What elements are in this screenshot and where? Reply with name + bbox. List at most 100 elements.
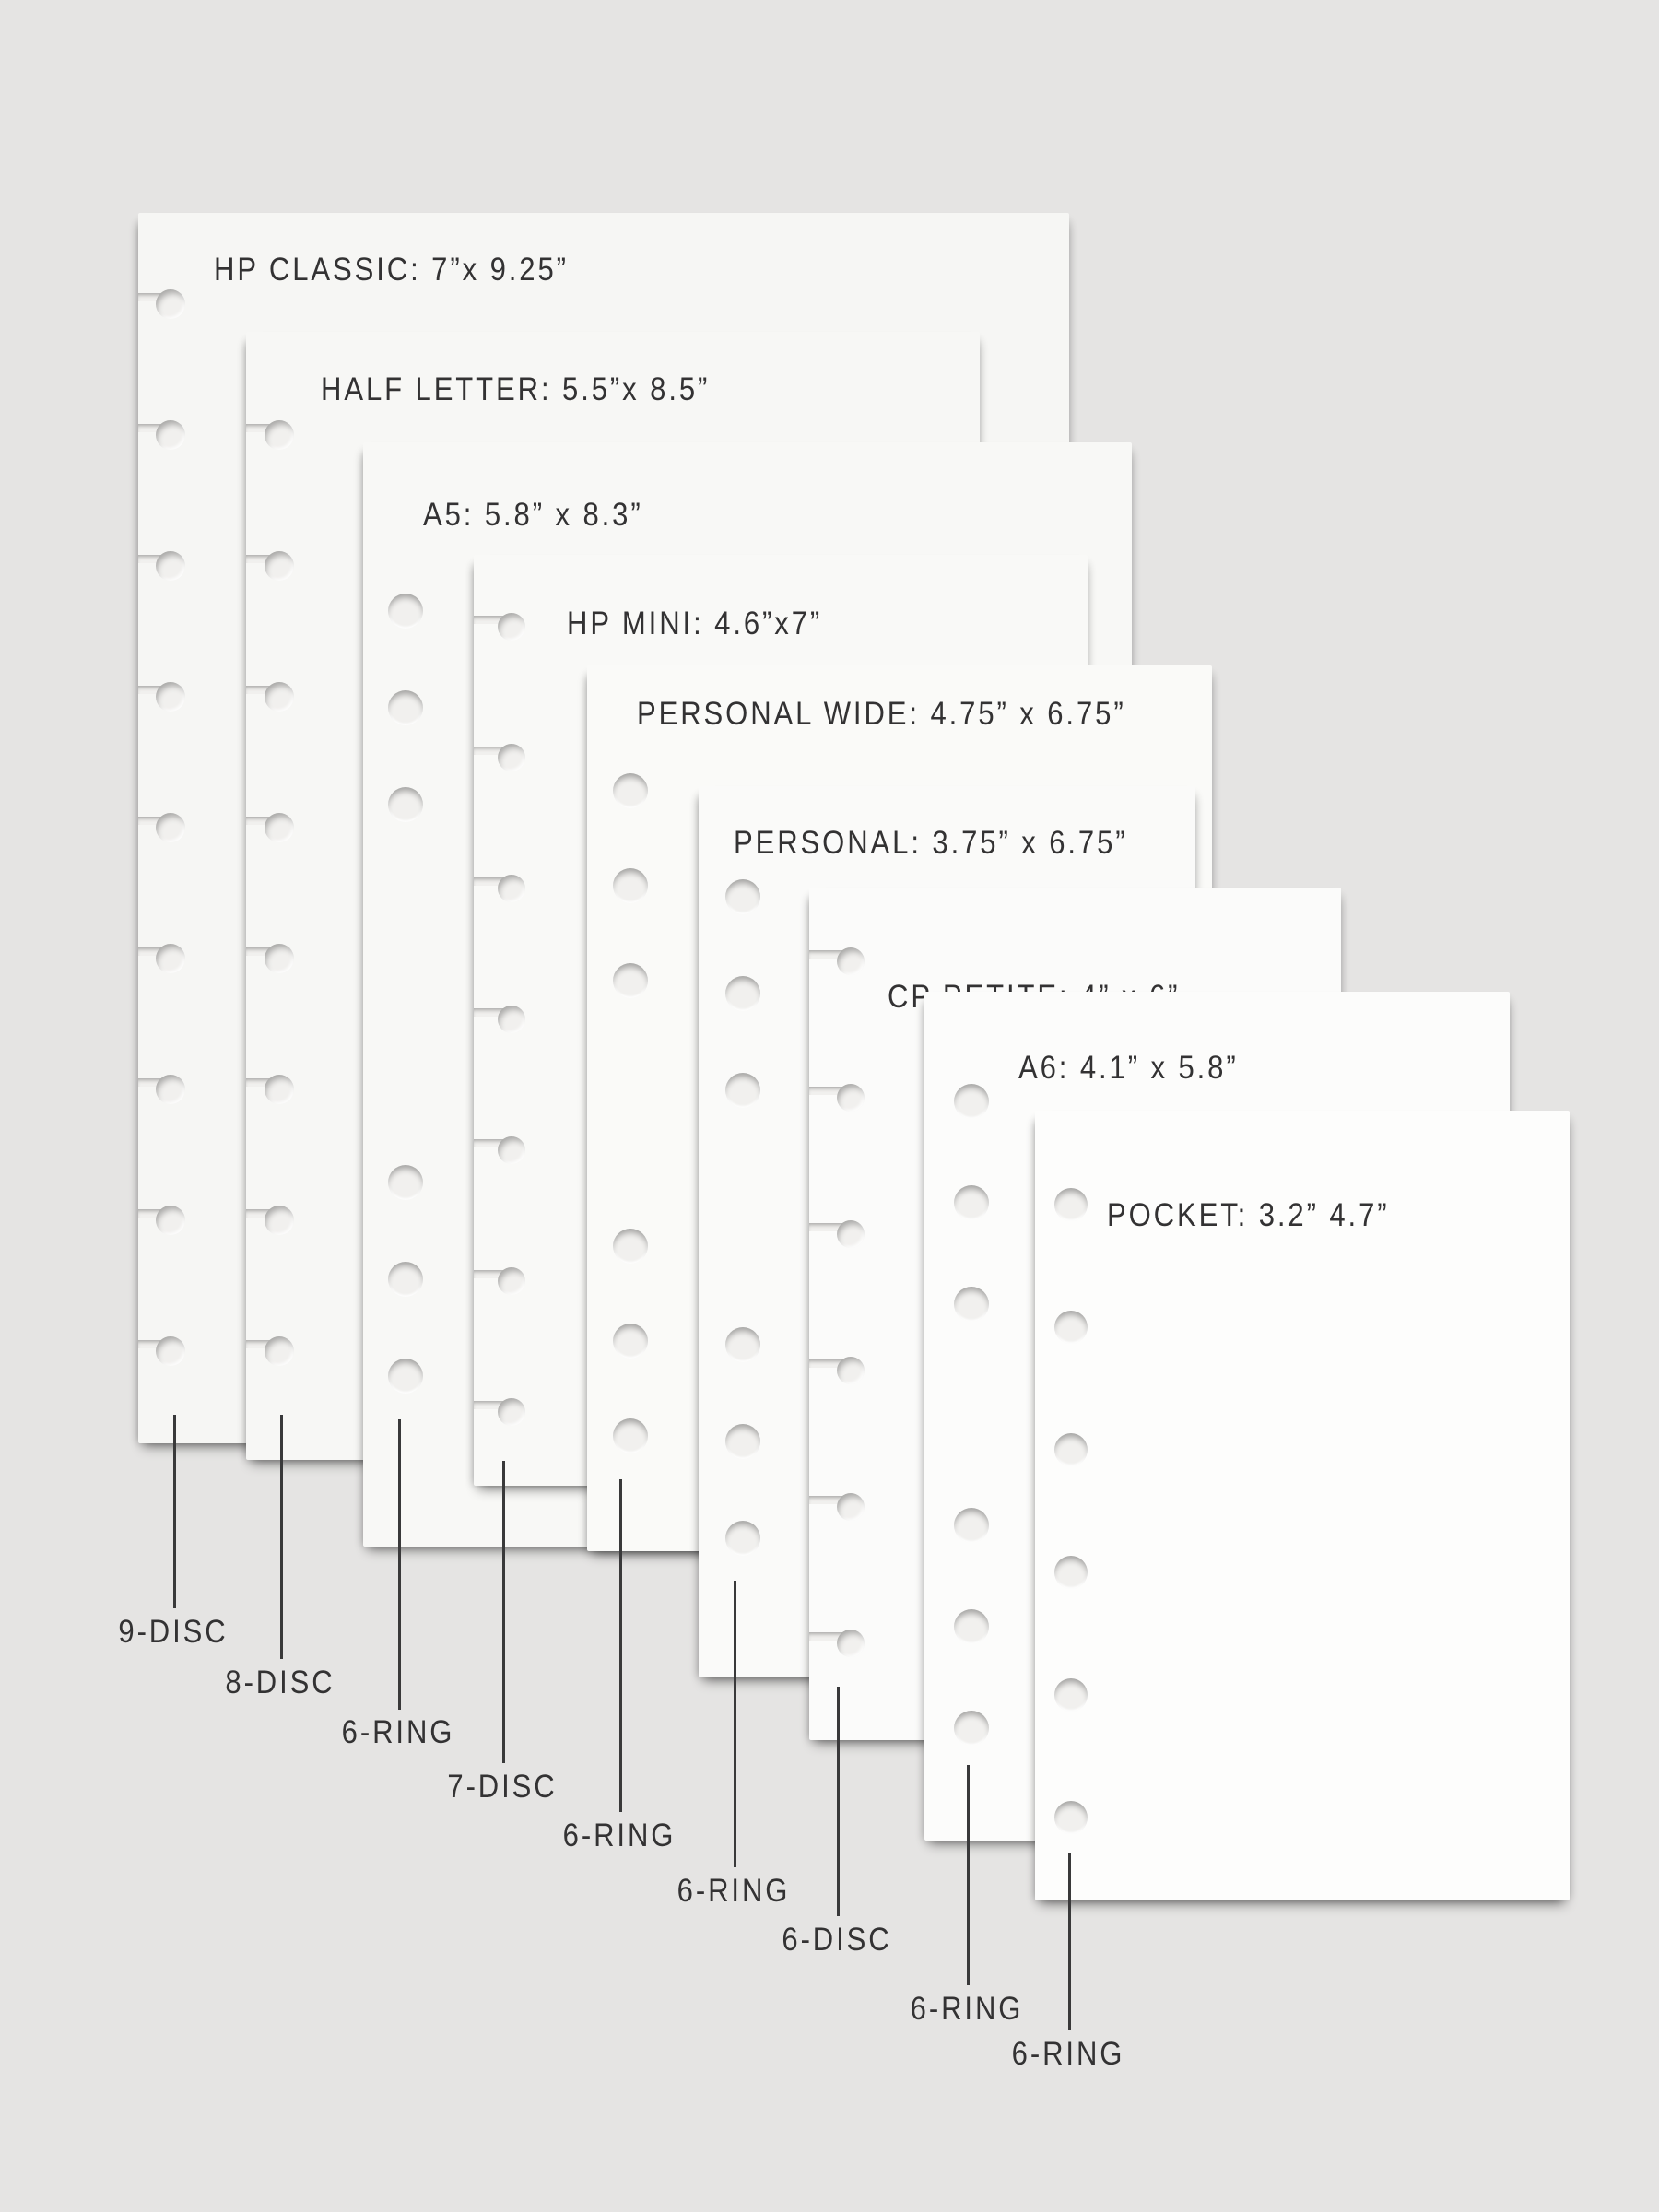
disc-punch-hole [809,1628,865,1659]
ring-hole [1054,1801,1088,1834]
disc-slot [246,555,274,563]
disc-circle [156,551,185,581]
disc-circle [156,813,185,842]
disc-slot [246,1209,274,1218]
disc-punch-hole [809,1355,865,1386]
disc-circle [156,420,185,450]
disc-punch-hole [138,681,185,712]
disc-punch-hole [474,1396,525,1428]
disc-slot [474,1401,506,1409]
disc-punch-hole [138,550,185,582]
disc-punch-hole [138,1074,185,1105]
binding-tag-pocket: 6-RING [1011,2035,1125,2072]
disc-slot [474,616,506,624]
disc-punch-hole [474,873,525,904]
sheet-label-personal: PERSONAL: 3.75” x 6.75” [734,824,1128,861]
sheet-label-pocket: POCKET: 3.2” 4.7” [1107,1196,1390,1233]
ring-hole [613,1324,648,1359]
disc-slot [474,1008,506,1017]
disc-punch-hole [246,1074,294,1105]
disc-punch-hole [138,419,185,451]
disc-circle [265,813,294,842]
disc-circle [837,1220,865,1248]
disc-punch-hole [809,1491,865,1523]
disc-punch-hole [138,288,185,320]
disc-circle [498,744,525,771]
disc-slot [138,817,165,825]
disc-punch-hole [138,812,185,843]
binding-tag-a6: 6-RING [910,1990,1024,2027]
ring-hole [1054,1556,1088,1589]
disc-circle [156,1075,185,1104]
disc-circle [498,1267,525,1295]
ring-hole [725,1424,760,1459]
disc-slot [138,686,165,694]
disc-punch-hole [809,1218,865,1250]
ring-hole [1054,1311,1088,1344]
binding-tag-a5: 6-RING [341,1713,455,1750]
disc-slot [809,1359,845,1368]
disc-slot [246,947,274,956]
disc-slot [474,877,506,886]
disc-slot [809,1496,845,1504]
binding-tag-personal-wide: 6-RING [562,1817,677,1853]
disc-circle [837,1357,865,1384]
ring-hole [613,1229,648,1264]
disc-punch-hole [246,1205,294,1236]
disc-circle [156,1336,185,1366]
disc-punch-hole [474,611,525,642]
disc-slot [246,1078,274,1087]
binding-tag-cp-petite: 6-DISC [782,1921,892,1958]
ring-hole [725,1521,760,1556]
disc-slot [138,1209,165,1218]
disc-punch-hole [809,946,865,977]
disc-punch-hole [138,943,185,974]
sheet-label-half-letter: HALF LETTER: 5.5”x 8.5” [321,371,711,407]
disc-slot [474,747,506,755]
binding-tag-hp-classic: 9-DISC [118,1613,229,1650]
disc-punch-hole [474,1004,525,1035]
disc-slot [138,1078,165,1087]
ring-hole [954,1084,989,1119]
disc-slot [809,950,845,959]
disc-punch-hole [246,812,294,843]
disc-circle [265,1206,294,1235]
disc-slot [138,1340,165,1348]
disc-punch-hole [474,742,525,773]
ring-hole [725,1073,760,1108]
disc-punch-hole [246,419,294,451]
ring-hole [388,690,423,725]
ring-hole [613,868,648,903]
disc-circle [156,1206,185,1235]
ring-hole [954,1287,989,1322]
disc-circle [837,1084,865,1112]
disc-circle [837,1630,865,1657]
disc-punch-hole [474,1265,525,1297]
ring-hole [725,976,760,1011]
sheet-label-a5: A5: 5.8” x 8.3” [423,496,643,533]
disc-slot [809,1223,845,1231]
disc-circle [498,875,525,902]
ring-hole [388,787,423,822]
disc-slot [809,1087,845,1095]
disc-punch-hole [474,1135,525,1166]
ring-hole [613,963,648,998]
ring-hole [388,594,423,629]
disc-circle [156,682,185,712]
disc-slot [138,555,165,563]
disc-circle [498,1006,525,1033]
ring-hole [954,1711,989,1746]
disc-slot [138,293,165,301]
disc-circle [156,289,185,319]
ring-hole [613,773,648,808]
ring-hole [1054,1433,1088,1466]
ring-hole [1054,1678,1088,1712]
binding-tag-personal: 6-RING [677,1872,791,1909]
binding-tag-half-letter: 8-DISC [225,1664,335,1700]
disc-circle [498,1136,525,1164]
disc-punch-hole [246,550,294,582]
sheet-label-personal-wide: PERSONAL WIDE: 4.75” x 6.75” [637,695,1126,732]
ring-hole [954,1508,989,1543]
sheet-pocket: POCKET: 3.2” 4.7” [1035,1111,1570,1900]
disc-punch-hole [246,681,294,712]
